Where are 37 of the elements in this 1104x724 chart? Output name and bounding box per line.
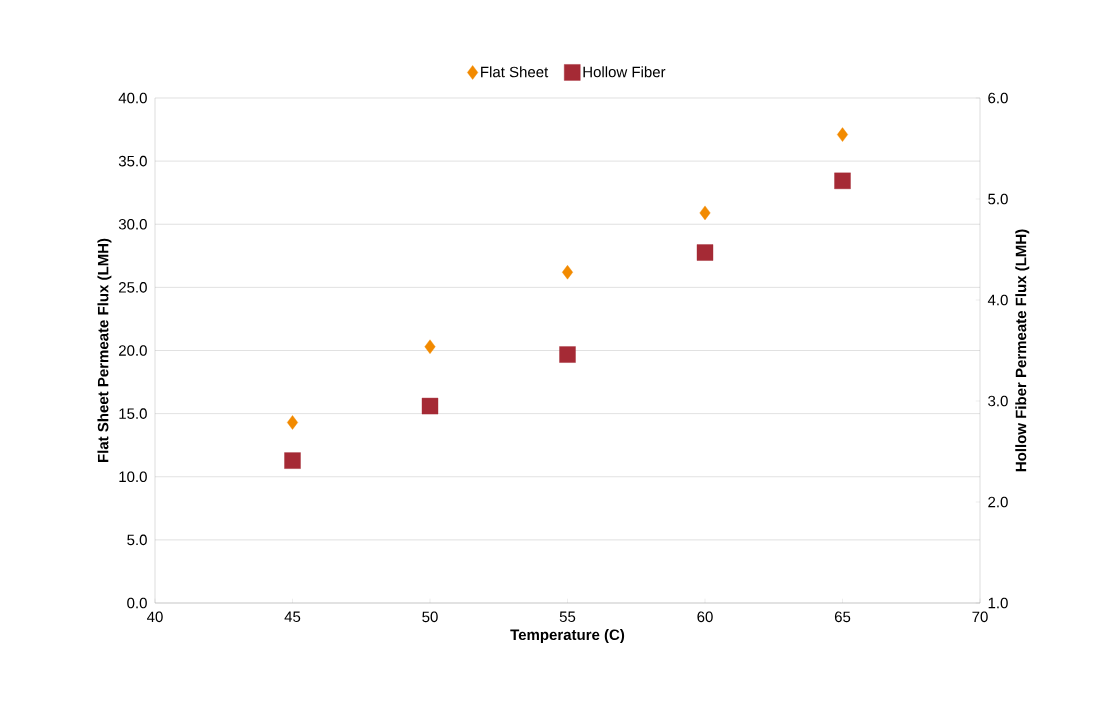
point [284,452,301,469]
y-tick-label: 15.0 [119,408,147,419]
y2-tick-label: 3.0 [988,395,1008,407]
point [834,172,851,190]
y-tick-label: 35.0 [118,155,147,167]
x-tick-label: 50 [422,611,438,623]
point [559,346,576,363]
x-axis-title: Temperature (C) [510,629,625,643]
y-tick-label: 5.0 [127,534,147,546]
legend-label: Flat Sheet [481,66,549,78]
y2-tick-label: 6.0 [988,92,1008,104]
y-axis-title: Flat Sheet Permeate Flux (LMH) [97,238,112,463]
y2-tick-label: 1.0 [988,597,1008,609]
x-tick-label: 65 [834,611,851,623]
y-tick-label: 30.0 [118,218,147,230]
point [424,339,436,354]
y-tick-label: 40.0 [118,92,147,104]
y-tick-label: 10.0 [119,471,147,483]
x-tick-label: 70 [972,611,988,623]
point [562,265,573,280]
x-tick-label: 40 [147,611,163,623]
x-tick-label: 45 [284,611,301,622]
y-tick-label: 20.0 [119,345,147,356]
x-tick-label: 60 [697,611,713,623]
point [699,205,711,221]
y2-tick-label: 5.0 [988,193,1008,205]
x-tick-label: 55 [559,611,576,622]
point [696,244,714,261]
y-tick-label: 25.0 [119,282,147,293]
point [287,415,298,430]
y-tick-label: 0.0 [127,597,147,609]
y2-tick-label: 4.0 [987,294,1008,306]
y2-axis-title: Hollow Fiber Permeate Flux (LMH) [1015,229,1030,472]
legend-label: Hollow Fiber [583,66,666,78]
y2-tick-label: 2.0 [988,496,1008,508]
point [421,397,439,415]
point [837,127,848,142]
